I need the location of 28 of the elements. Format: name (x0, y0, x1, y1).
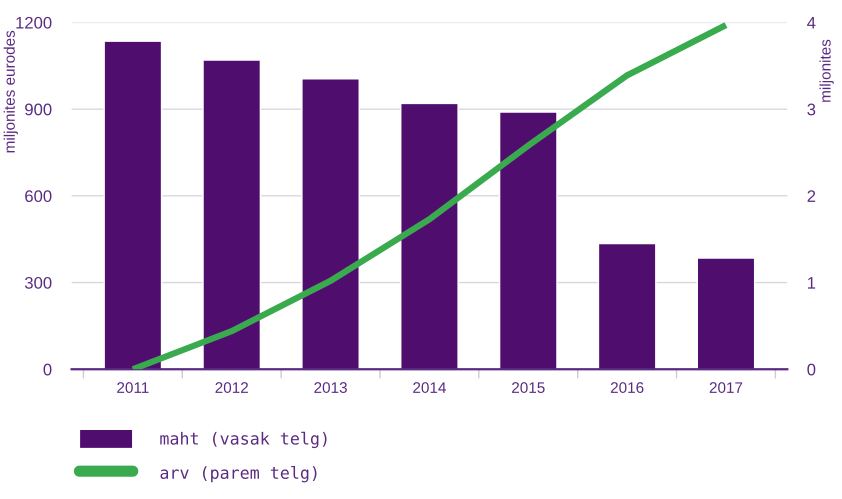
bar (400, 102, 459, 370)
y-tick-label: 900 (25, 104, 52, 116)
bar (202, 59, 262, 370)
bar (696, 257, 756, 370)
x-tick-label: 2012 (215, 382, 248, 393)
y2-tick-label: 0 (807, 364, 816, 376)
x-tick-label: 2015 (512, 382, 545, 393)
y-tick-label: 600 (25, 190, 52, 202)
y-axis-title: miljonites eurodes (4, 30, 18, 152)
y-tick-label: 0 (44, 364, 52, 376)
bar (301, 78, 360, 370)
y-tick-label: 1200 (16, 16, 52, 29)
x-tick-label: 2011 (117, 382, 149, 393)
x-tick-label: 2014 (413, 382, 446, 393)
x-tick-label: 2013 (314, 382, 347, 393)
y2-axis-title: miljonites (819, 40, 834, 102)
bar (498, 111, 558, 370)
y2-tick-label: 3 (807, 104, 816, 116)
legend-label: maht (vasak telg) (160, 432, 327, 448)
bar (598, 242, 656, 370)
y-tick-label: 300 (24, 276, 52, 289)
x-tick-label: 2016 (610, 382, 644, 393)
y2-tick-label: 1 (808, 277, 816, 289)
bar (103, 40, 162, 370)
legend-label: arv (parem telg) (160, 466, 316, 482)
y2-tick-label: 4 (807, 17, 816, 28)
y2-tick-label: 2 (808, 190, 816, 202)
x-tick-label: 2017 (710, 382, 742, 393)
